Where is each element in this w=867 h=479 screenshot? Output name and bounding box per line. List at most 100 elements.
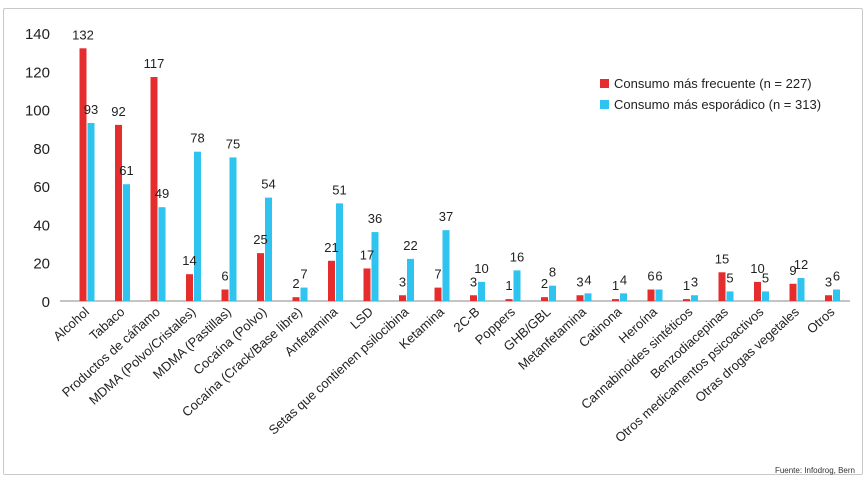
bar [576,295,584,301]
bar [825,295,832,301]
data-label: 12 [794,257,808,272]
data-label: 93 [84,102,98,117]
source-note: Fuente: Infodrog, Bern [774,466,855,475]
data-label: 5 [762,270,769,285]
bar [442,230,450,301]
data-label: 17 [360,247,374,262]
bar [158,207,166,301]
bar [478,281,485,301]
bar [328,260,335,301]
chart-frame [3,8,863,475]
data-label: 54 [261,177,275,192]
bar [833,289,840,301]
data-label: 21 [324,240,338,255]
data-label: 6 [833,269,840,284]
data-label: 6 [221,269,228,284]
bar [229,157,237,301]
data-label: 10 [474,261,488,276]
data-label: 2 [292,276,299,291]
data-label: 1 [612,278,619,293]
bar [399,295,406,301]
data-label: 7 [434,267,441,282]
bar [647,289,655,301]
bar [691,295,698,301]
data-label: 1 [505,278,512,293]
bar [612,299,619,301]
bar [115,124,122,301]
data-label: 7 [300,267,307,282]
data-label: 9 [789,263,796,278]
data-label: 75 [226,136,240,151]
data-label: 4 [584,272,591,287]
bar [79,48,87,301]
y-tick-label: 120 [25,64,50,81]
legend-label: Consumo más frecuente (n = 227) [614,76,812,91]
data-label: 61 [119,163,133,178]
y-tick-label: 0 [42,294,50,311]
bar [87,122,95,301]
bar [300,287,308,301]
bar [150,77,158,302]
bar [718,272,726,301]
x-tick-label: LSD [347,304,376,332]
y-tick-label: 100 [25,103,50,120]
bar [726,291,734,301]
bar [789,283,797,301]
bar [434,287,442,301]
legend-swatch [600,100,609,109]
bar [549,285,556,301]
data-label: 3 [825,274,832,289]
data-label: 6 [655,269,662,284]
data-label: 3 [470,274,477,289]
data-label: 5 [726,270,733,285]
y-tick-label: 20 [33,256,50,273]
data-label: 132 [72,27,94,42]
data-label: 78 [190,131,204,146]
data-label: 22 [403,238,417,253]
bar [584,293,592,301]
y-tick-label: 40 [33,217,50,234]
bar [513,270,521,301]
bar [683,299,690,301]
y-tick-label: 140 [25,26,50,43]
data-label: 8 [549,265,556,280]
data-label: 37 [439,209,453,224]
data-label: 3 [576,274,583,289]
bar [221,289,229,301]
bar [505,299,513,301]
y-tick-label: 60 [33,179,50,196]
bar [541,297,548,301]
bar [292,297,300,301]
data-label: 92 [111,104,125,119]
bar [363,268,371,301]
legend-swatch [600,79,609,88]
bar [371,232,379,301]
data-label: 4 [620,272,627,287]
data-label: 3 [399,274,406,289]
data-label: 117 [144,56,165,71]
bar [762,291,769,301]
bar [797,278,805,301]
data-label: 25 [253,232,267,247]
legend-label: Consumo más esporádico (n = 313) [614,97,821,112]
x-tick-label: Otros [804,304,838,337]
data-label: 51 [332,182,346,197]
bar [194,151,201,301]
bar [655,289,663,301]
data-label: 49 [155,186,169,201]
bar [470,295,477,301]
x-tick-label: Alcohol [50,304,92,344]
y-tick-label: 80 [33,141,50,158]
bar [186,274,193,301]
bar [257,253,264,301]
data-label: 14 [182,253,196,268]
bar [754,281,761,301]
data-label: 10 [750,261,764,276]
bar [407,258,414,301]
bar [620,293,627,301]
data-label: 6 [647,269,654,284]
bar [123,184,130,301]
legend: Consumo más frecuente (n = 227) Consumo m… [600,76,821,112]
bar [265,197,272,301]
